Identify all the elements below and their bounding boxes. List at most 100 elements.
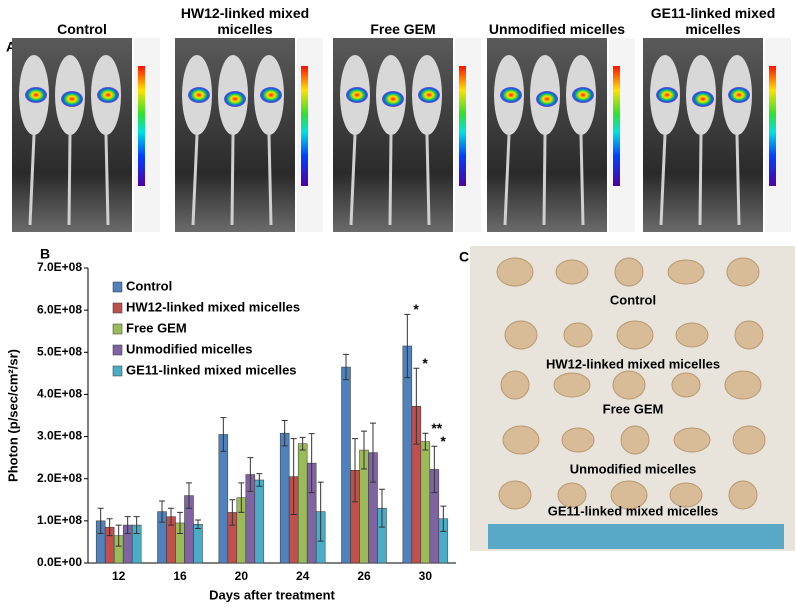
y-tick-label: 7.0E+08 [37,260,82,274]
x-tick-label: 30 [419,569,433,583]
mouse-tail [104,134,110,226]
tumor [726,257,760,287]
significance-label: * [440,433,446,449]
legend-label: Unmodified micelles [126,341,252,356]
tumor-label: HW12-linked mixed micelles [546,356,720,371]
error-bar [229,499,236,526]
signal [572,87,594,103]
error-bar [290,438,297,516]
mouse-tail [659,134,667,226]
tumor [732,425,766,455]
significance-label: * [422,355,428,371]
tumor [612,370,646,400]
tumor [498,480,532,510]
bar [341,366,351,564]
y-axis-label: Photon (p/sec/cm²/sr) [5,349,20,482]
ruler [488,524,784,549]
tumor [500,370,530,400]
mouse-tail [503,134,511,226]
tumor [502,425,540,455]
mouse-tail [28,134,36,226]
error-bar [422,432,429,451]
image-title: Free GEM [370,21,436,37]
legend-swatch [112,365,123,377]
y-tick-label: 5.0E+08 [37,344,82,358]
error-bar [343,353,349,381]
x-tick-label: 16 [173,569,187,583]
error-bar [115,524,122,547]
error-bar [247,457,254,492]
signal [97,87,119,103]
error-bar [220,417,227,452]
color-scale [297,38,323,232]
tumor-label: Control [610,292,656,307]
signal [418,87,440,103]
legend-label: HW12-linked mixed micelles [126,299,300,314]
tumor [724,370,762,400]
signal [260,87,282,103]
signal [656,87,678,103]
mouse-tail [425,134,431,226]
bar [402,345,413,564]
color-scale [134,38,160,232]
x-tick-label: 26 [357,569,371,583]
error-bar [361,430,367,470]
legend-swatch [112,323,123,335]
error-bar [177,511,183,534]
legend-label: Control [126,278,172,293]
bar [193,523,203,564]
color-bar [613,66,620,186]
tumor [616,320,654,350]
tumor-label: Free GEM [603,401,664,416]
image-title: Unmodified micelles [488,21,626,37]
mouse-tail [735,134,741,226]
tumor [671,372,701,398]
error-bar [159,500,165,523]
mouse-tail [67,134,72,226]
legend-label: Free GEM [126,320,187,335]
tumor [561,427,595,453]
tumor [673,427,711,453]
y-tick-label: 0.0E+00 [37,555,82,569]
error-bar [440,505,447,532]
image-title: Control [57,21,107,37]
error-bar [317,481,324,542]
tumor [496,257,534,287]
tumor [555,259,589,285]
bar [254,479,265,564]
error-bar [168,507,174,526]
color-bar [769,66,776,186]
signal [692,91,714,107]
y-tick-label: 1.0E+08 [37,513,82,527]
bar [297,443,308,564]
color-bar [138,66,145,186]
signal [61,91,83,107]
tumor [667,259,705,285]
color-scale [765,38,791,232]
mouse-tail [388,134,393,226]
bar [279,432,290,564]
error-bar [379,488,385,528]
color-bar [459,66,466,186]
error-bar [238,482,245,513]
significance-label: ** [431,420,442,436]
x-tick-label: 20 [235,569,249,583]
tumor [734,320,764,350]
panel-label: C [459,249,469,265]
tumor-label: Unmodified micelles [570,461,696,476]
error-bar [256,473,263,487]
error-bar [195,519,201,529]
error-bar [308,433,315,494]
mouse-tail [191,134,199,226]
y-tick-label: 6.0E+08 [37,302,82,316]
tumor [557,482,587,508]
panel-label: B [40,246,50,262]
signal [500,87,522,103]
mouse-tail [579,134,585,226]
signal [188,87,210,103]
legend-swatch [112,344,123,356]
error-bar [431,445,438,494]
x-tick-label: 24 [296,569,310,583]
color-bar [301,66,308,186]
